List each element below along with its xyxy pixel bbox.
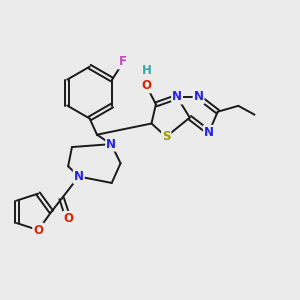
Text: N: N	[106, 138, 116, 151]
Text: N: N	[74, 170, 84, 183]
Text: S: S	[162, 130, 170, 143]
Text: N: N	[204, 126, 214, 139]
Text: H: H	[142, 64, 152, 77]
Text: O: O	[63, 212, 73, 225]
Text: O: O	[142, 79, 152, 92]
Text: N: N	[194, 91, 204, 103]
Text: O: O	[33, 224, 43, 236]
Text: F: F	[118, 56, 126, 68]
Text: N: N	[172, 91, 182, 103]
